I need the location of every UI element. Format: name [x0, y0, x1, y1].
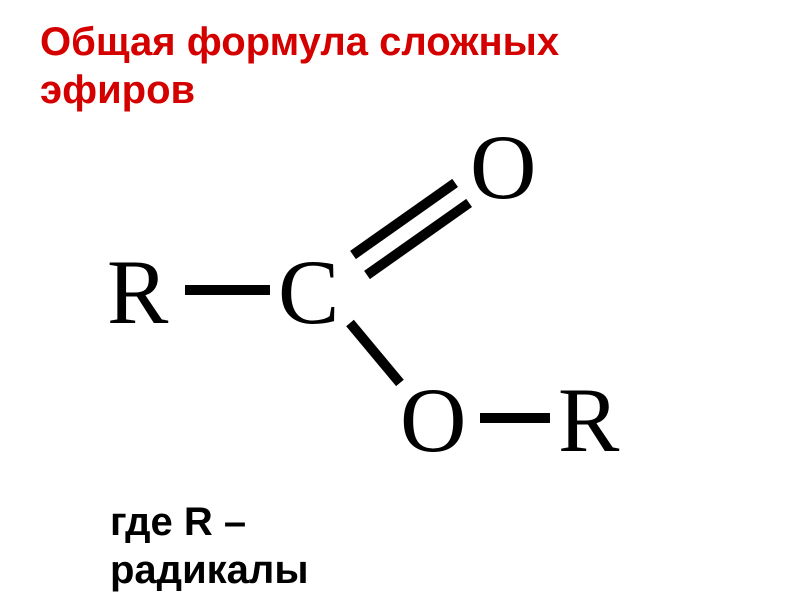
bond-2	[346, 320, 404, 386]
atom-R_right: R	[558, 367, 619, 473]
atom-R_left: R	[107, 239, 168, 345]
bond-3	[480, 413, 550, 423]
structure-diagram: RCOOR	[100, 115, 630, 485]
title-line2: эфиров	[40, 66, 559, 114]
subtitle: где R – радикалы	[110, 498, 309, 594]
bond-0	[185, 285, 270, 295]
canvas: Общая формула сложных эфиров RCOOR где R…	[0, 0, 800, 600]
title-line1: Общая формула сложных	[40, 18, 559, 66]
atom-O_bottom: O	[400, 367, 466, 473]
subtitle-line1: где R –	[110, 498, 309, 546]
atom-O_top: O	[470, 114, 536, 220]
title: Общая формула сложных эфиров	[40, 18, 559, 114]
subtitle-line2: радикалы	[110, 546, 309, 594]
atom-C: C	[278, 239, 339, 345]
